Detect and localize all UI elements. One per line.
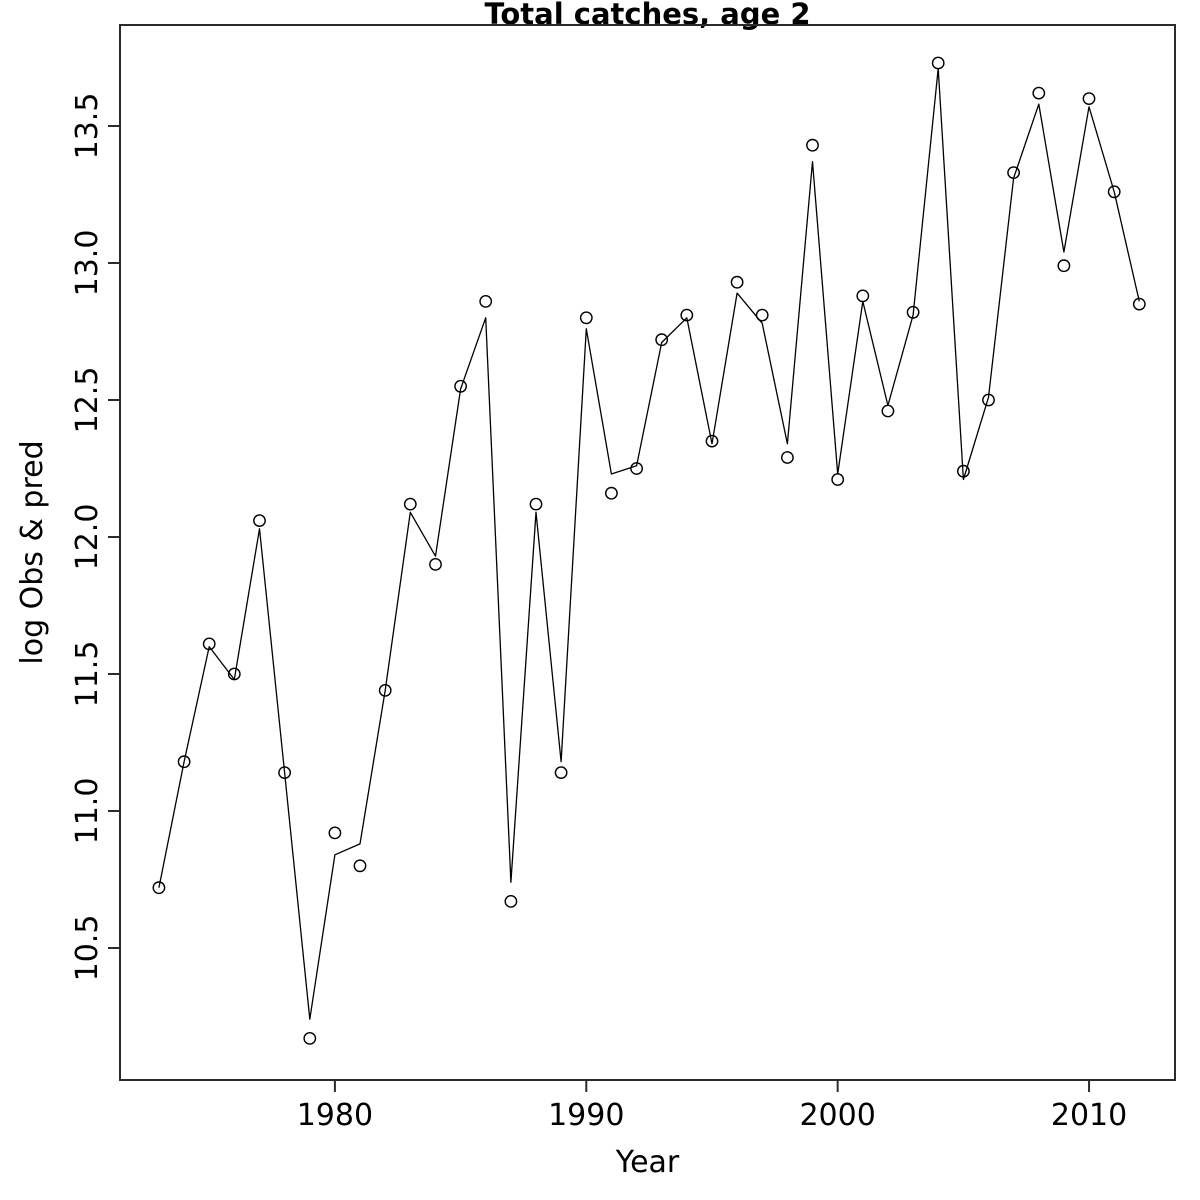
y-tick-label: 13.5 (70, 93, 105, 160)
observed-point (429, 558, 442, 571)
observed-point (529, 497, 543, 511)
observed-point (755, 308, 769, 322)
y-tick-label: 11.0 (70, 778, 105, 845)
chart-title: Total catches, age 2 (484, 0, 810, 31)
observed-point (1082, 92, 1096, 106)
y-axis-ticks: 10.5 11.0 11.5 12.0 12.5 13.0 13.5 (70, 93, 120, 982)
observed-point (982, 393, 995, 407)
observed-point (378, 684, 392, 697)
observed-point (655, 333, 669, 347)
observed-point (177, 755, 191, 769)
observed-point (454, 379, 467, 393)
x-axis-ticks: 1980 1990 2000 2010 (297, 1080, 1127, 1133)
observed-point (680, 308, 694, 322)
observed-point (152, 881, 166, 895)
observed-point (1057, 259, 1071, 273)
observed-point (856, 289, 870, 303)
observed-point (1107, 185, 1121, 199)
observed-point-series (152, 56, 1146, 1045)
y-axis-label: log Obs & pred (15, 440, 50, 664)
y-tick-label: 11.5 (70, 641, 105, 708)
observed-point (831, 473, 845, 486)
observed-point (906, 305, 920, 319)
observed-point (253, 514, 266, 527)
y-tick-label: 12.5 (70, 367, 105, 434)
observed-point (579, 311, 593, 325)
observed-point (881, 404, 895, 418)
observed-point (931, 56, 945, 70)
observed-point (202, 637, 216, 651)
observed-point (957, 464, 970, 478)
y-tick-label: 12.0 (70, 504, 105, 571)
x-tick-label: 1990 (548, 1098, 624, 1133)
observed-point (781, 451, 794, 464)
x-tick-label: 2000 (799, 1098, 875, 1133)
predicted-line-series (158, 67, 1140, 1020)
observed-point (227, 667, 241, 681)
observed-point (278, 766, 291, 779)
x-axis-label: Year (615, 1145, 680, 1180)
observed-point (328, 826, 342, 840)
y-tick-label: 10.5 (70, 915, 105, 982)
observed-point (806, 138, 819, 152)
x-tick-label: 2010 (1051, 1098, 1127, 1133)
observed-point (403, 497, 417, 511)
observed-point (605, 486, 618, 500)
observed-point (1032, 86, 1046, 100)
x-tick-label: 1980 (297, 1098, 373, 1133)
observed-point (1007, 166, 1020, 180)
observed-point (504, 895, 518, 908)
predicted-line (158, 67, 1140, 1020)
observed-point (303, 1032, 317, 1045)
observed-point (630, 462, 643, 475)
y-tick-label: 13.0 (70, 230, 105, 297)
observed-point (479, 294, 493, 308)
observed-point (353, 859, 367, 873)
observed-point (730, 275, 744, 289)
observed-point (554, 766, 568, 779)
plot-box (119, 24, 1176, 1081)
observed-point (705, 434, 719, 448)
observed-point (1132, 297, 1146, 311)
